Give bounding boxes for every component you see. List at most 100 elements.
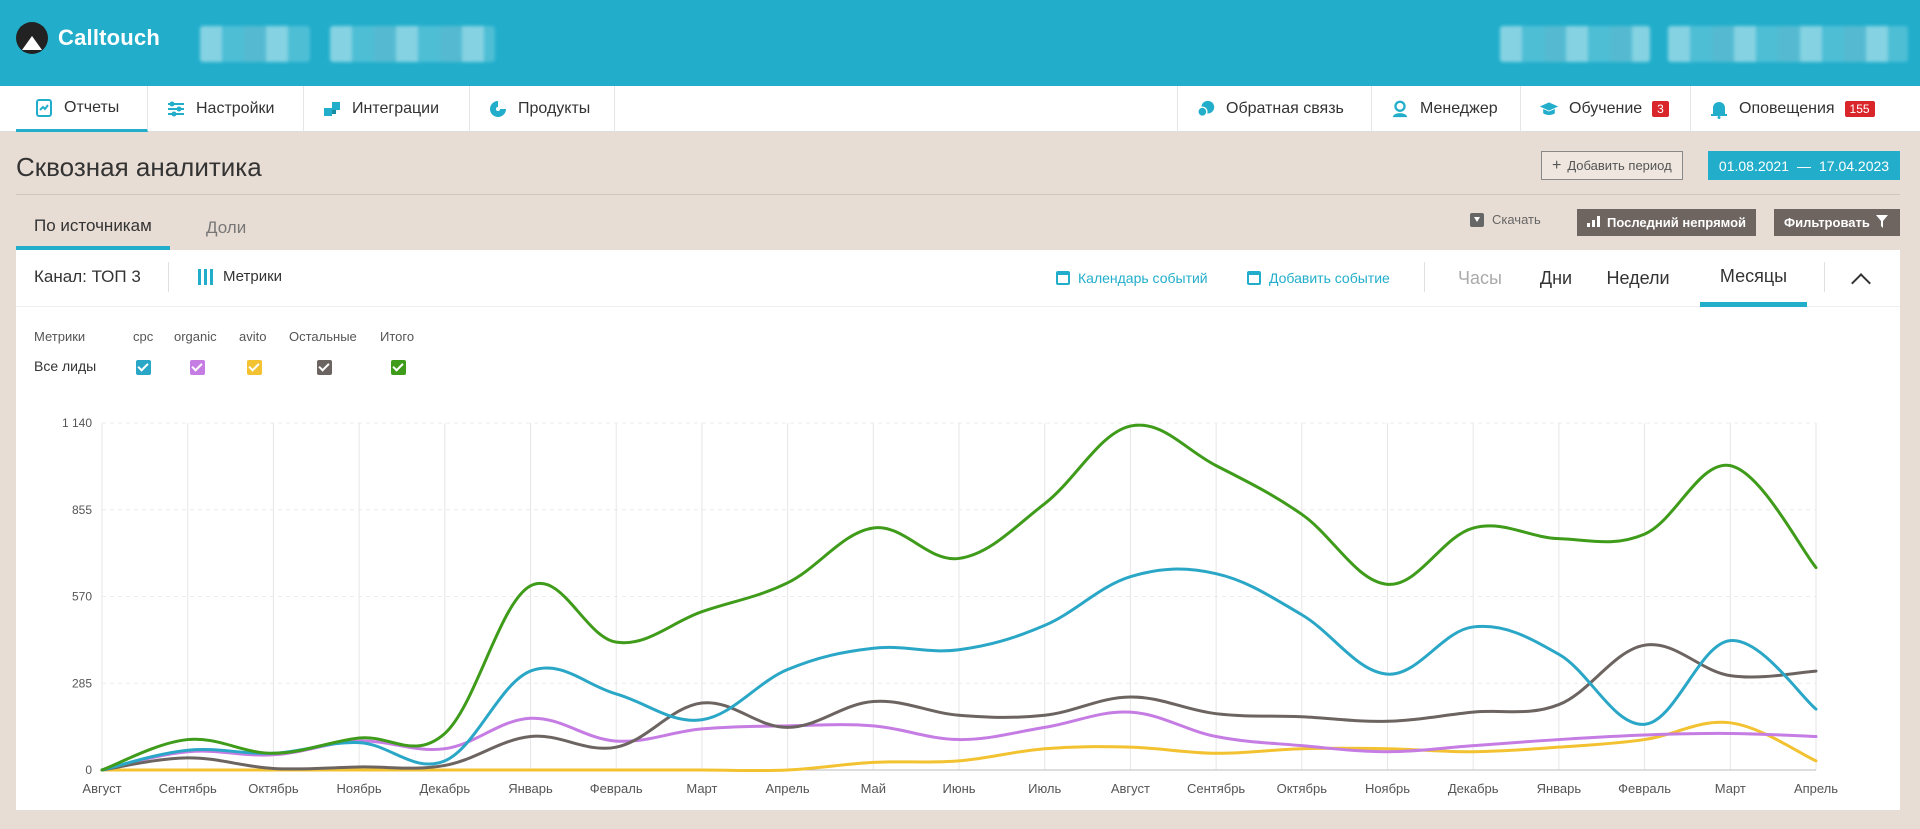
panel-toolbar: Канал: ТОП 3 Метрики Календарь событий Д… — [16, 250, 1900, 307]
nav-products-label: Продукты — [518, 100, 591, 117]
graduation-icon — [1539, 99, 1559, 119]
x-tick-label: Февраль — [590, 781, 643, 796]
plus-icon: + — [1552, 156, 1562, 174]
logo-text: Calltouch — [58, 25, 161, 50]
toolbar-separator — [1824, 262, 1825, 292]
tab-shares[interactable]: Доли — [188, 206, 264, 250]
calltouch-logo[interactable]: Calltouch — [16, 22, 160, 54]
date-separator: — — [1797, 157, 1811, 174]
legend-header: Метрики — [34, 329, 86, 344]
nav-manager[interactable]: Менеджер — [1371, 86, 1520, 132]
channel-label[interactable]: Канал: ТОП 3 — [34, 267, 141, 286]
redacted-balance — [1500, 26, 1650, 62]
x-tick-label: Сентябрь — [159, 781, 217, 796]
add-period-label: Добавить период — [1567, 158, 1672, 173]
logo-icon — [16, 22, 48, 54]
x-tick-label: Март — [686, 781, 717, 796]
x-tick-label: Август — [1111, 781, 1150, 796]
events-calendar-label: Календарь событий — [1078, 270, 1208, 286]
checkbox-cpc[interactable] — [136, 360, 151, 375]
x-tick-label: Февраль — [1618, 781, 1671, 796]
events-calendar-link[interactable]: Календарь событий — [1056, 270, 1208, 286]
metrics-label: Метрики — [223, 268, 283, 285]
series-line-other — [100, 643, 1818, 772]
calendar-plus-icon — [1247, 271, 1261, 285]
nav-feedback[interactable]: Обратная связь — [1177, 86, 1371, 132]
training-badge: 3 — [1652, 101, 1669, 117]
nav-settings[interactable]: Настройки — [148, 86, 304, 132]
period-hours-label: Часы — [1458, 268, 1502, 288]
series-line-cpc — [100, 567, 1818, 772]
report-icon — [34, 98, 54, 118]
tab-by-sources-label: По источникам — [34, 216, 152, 235]
nav-integrations-label: Интеграции — [352, 100, 440, 117]
nav-settings-label: Настройки — [196, 100, 275, 117]
x-tick-label: Октябрь — [1277, 781, 1328, 796]
x-tick-label: Апрель — [1794, 781, 1838, 796]
period-weeks[interactable]: Недели — [1592, 250, 1684, 307]
x-tick-label: Сентябрь — [1187, 781, 1245, 796]
header-divider — [16, 194, 1900, 195]
x-tick-label: Март — [1715, 781, 1746, 796]
toolbar-separator — [168, 262, 169, 292]
toolbar-separator — [1424, 262, 1425, 292]
period-hours: Часы — [1440, 250, 1520, 307]
x-tick-label: Ноябрь — [1365, 781, 1410, 796]
nav-notifications[interactable]: Оповещения 155 — [1690, 86, 1900, 132]
x-tick-label: Май — [861, 781, 886, 796]
nav-feedback-label: Обратная связь — [1226, 100, 1344, 117]
checkbox-avito[interactable] — [247, 360, 262, 375]
download-label: Скачать — [1492, 212, 1541, 227]
settings-sliders-icon — [166, 99, 186, 119]
download-button[interactable]: Скачать — [1470, 212, 1541, 227]
period-days[interactable]: Дни — [1520, 250, 1592, 307]
y-tick-label: 285 — [72, 676, 92, 690]
period-days-label: Дни — [1539, 268, 1573, 288]
x-tick-label: Апрель — [766, 781, 810, 796]
x-tick-label: Октябрь — [248, 781, 299, 796]
add-event-label: Добавить событие — [1269, 270, 1390, 286]
series-line-total — [100, 423, 1818, 772]
nav-products[interactable]: Продукты — [470, 86, 615, 132]
redacted-account-name — [200, 26, 310, 62]
add-event-link[interactable]: Добавить событие — [1247, 270, 1390, 286]
period-weeks-label: Недели — [1606, 268, 1670, 288]
nav-training[interactable]: Обучение 3 — [1520, 86, 1690, 132]
checkbox-other[interactable] — [317, 360, 332, 375]
legend-total: Итого — [380, 329, 415, 344]
bell-icon — [1709, 99, 1729, 119]
legend-cpc: cpc — [133, 329, 154, 344]
x-tick-label: Январь — [508, 781, 553, 796]
checkbox-organic[interactable] — [190, 360, 205, 375]
tab-shares-label: Доли — [206, 218, 247, 237]
report-panel: Канал: ТОП 3 Метрики Календарь событий Д… — [16, 250, 1900, 810]
x-tick-label: Декабрь — [419, 781, 470, 796]
series-line-avito — [100, 720, 1818, 773]
calendar-icon — [1056, 271, 1070, 285]
all-leads-label: Все лиды — [34, 358, 97, 374]
legend-other: Остальные — [289, 329, 357, 344]
nav-reports[interactable]: Отчеты — [16, 86, 148, 132]
tab-by-sources[interactable]: По источникам — [16, 206, 170, 250]
collapse-chevron-icon[interactable] — [1851, 273, 1871, 293]
filter-button[interactable]: Фильтровать — [1774, 209, 1900, 236]
nav-training-label: Обучение — [1569, 100, 1643, 117]
redacted-user — [1668, 26, 1908, 62]
filter-label: Фильтровать — [1784, 215, 1870, 230]
main-navigation: Отчеты Настройки Интеграции Продукты Обр… — [0, 86, 1920, 132]
attribution-model-button[interactable]: Последний непрямой — [1577, 209, 1757, 236]
nav-notifications-label: Оповещения — [1739, 100, 1835, 117]
x-tick-label: Июль — [1028, 781, 1061, 796]
date-range-picker[interactable]: 01.08.2021 — 17.04.2023 — [1708, 151, 1900, 180]
checkbox-total[interactable] — [391, 360, 406, 375]
y-tick-label: 1 140 — [62, 416, 92, 430]
date-to: 17.04.2023 — [1819, 157, 1890, 174]
period-months[interactable]: Месяцы — [1700, 250, 1807, 307]
metrics-button[interactable]: Метрики — [198, 268, 282, 285]
x-tick-label: Январь — [1537, 781, 1582, 796]
x-tick-label: Декабрь — [1448, 781, 1499, 796]
add-period-button[interactable]: + Добавить период — [1541, 151, 1683, 180]
nav-integrations[interactable]: Интеграции — [304, 86, 470, 132]
nav-manager-label: Менеджер — [1420, 100, 1498, 117]
products-icon — [488, 99, 508, 119]
